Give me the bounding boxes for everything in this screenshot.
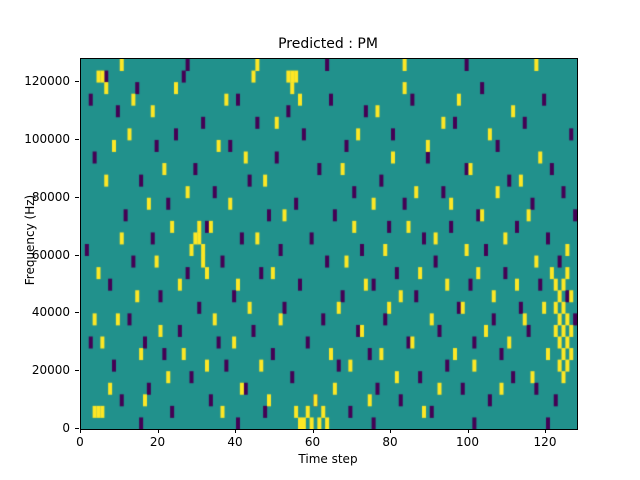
x-tick-mark bbox=[390, 429, 391, 433]
y-tick-mark bbox=[75, 428, 79, 429]
y-tick-label: 80000 bbox=[31, 189, 70, 204]
y-tick-label: 120000 bbox=[24, 74, 70, 89]
x-axis-label: Time step bbox=[298, 452, 358, 466]
chart-title: Predicted : PM bbox=[278, 36, 378, 52]
y-tick-mark bbox=[75, 370, 79, 372]
y-tick-mark bbox=[75, 196, 79, 198]
y-tick-mark bbox=[75, 312, 79, 314]
x-tick-label: 120 bbox=[533, 435, 557, 449]
x-tick-mark bbox=[467, 429, 469, 433]
y-tick-mark bbox=[75, 138, 79, 140]
x-tick-mark bbox=[157, 429, 159, 433]
heatmap-canvas bbox=[81, 59, 577, 429]
plot-area bbox=[80, 58, 578, 430]
y-tick-label: 60000 bbox=[31, 247, 70, 262]
y-tick-label: 100000 bbox=[24, 131, 70, 146]
x-tick-mark bbox=[312, 429, 314, 433]
x-tick-label: 20 bbox=[149, 435, 166, 449]
y-tick-label: 40000 bbox=[31, 305, 70, 320]
x-tick-mark bbox=[235, 429, 236, 433]
x-tick-mark bbox=[545, 429, 546, 433]
y-tick-mark bbox=[75, 81, 79, 83]
x-tick-mark bbox=[80, 429, 81, 433]
x-tick-label: 60 bbox=[304, 435, 321, 449]
x-tick-label: 80 bbox=[382, 435, 398, 449]
y-tick-mark bbox=[75, 254, 79, 256]
x-tick-label: 100 bbox=[456, 435, 479, 449]
y-tick-label: 0 bbox=[62, 421, 70, 435]
x-tick-label: 40 bbox=[227, 435, 243, 449]
x-tick-label: 0 bbox=[76, 435, 84, 449]
y-tick-label: 20000 bbox=[31, 363, 70, 378]
